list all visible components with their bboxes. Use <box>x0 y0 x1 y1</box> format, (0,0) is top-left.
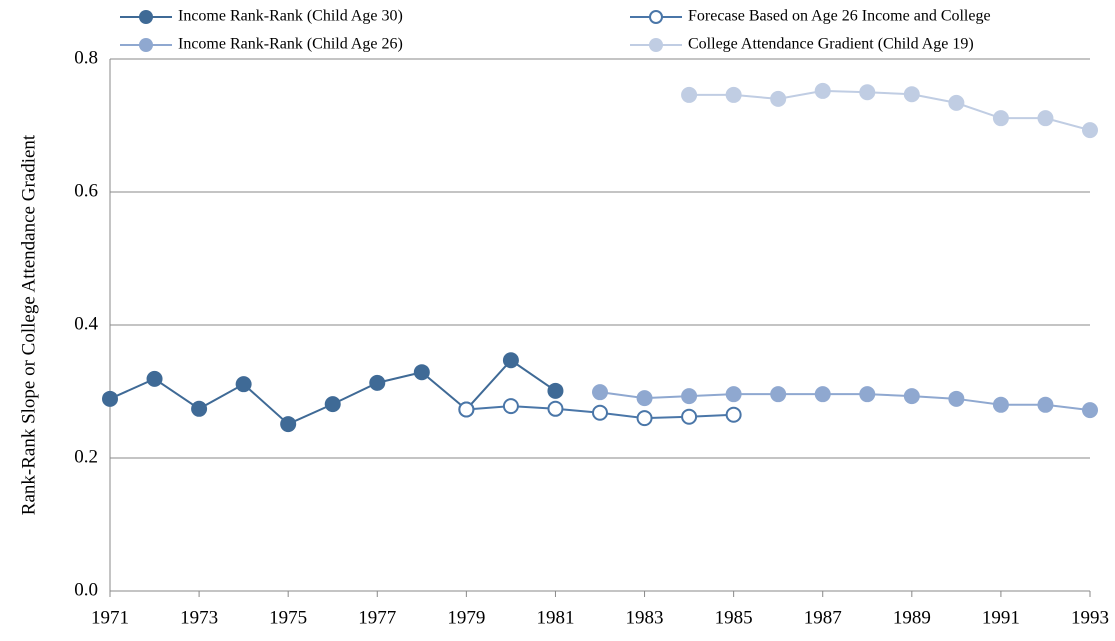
x-tick-label: 1991 <box>982 607 1020 628</box>
y-tick-label: 0.2 <box>74 446 98 467</box>
data-point <box>948 94 965 111</box>
y-tick-label: 0.8 <box>74 47 98 68</box>
data-point <box>502 398 519 415</box>
data-point <box>102 390 118 407</box>
data-point <box>146 370 163 387</box>
x-tick-label: 1975 <box>269 607 307 628</box>
x-tick-label: 1971 <box>91 607 129 628</box>
data-point <box>324 396 341 413</box>
x-tick-label: 1979 <box>447 607 485 628</box>
data-point <box>547 382 564 399</box>
data-point <box>725 406 742 423</box>
data-point <box>859 84 876 101</box>
data-point <box>280 416 297 433</box>
legend-marker <box>649 38 663 52</box>
data-point <box>948 390 965 407</box>
data-point <box>859 386 876 403</box>
data-point <box>1082 122 1098 139</box>
data-point <box>1082 402 1098 419</box>
x-tick-label: 1981 <box>536 607 574 628</box>
x-tick-label: 1987 <box>804 607 842 628</box>
legend-label: Income Rank-Rank (Child Age 30) <box>178 8 403 25</box>
x-tick-label: 1985 <box>715 607 753 628</box>
data-point <box>770 386 787 403</box>
data-point <box>770 90 787 107</box>
data-point <box>592 404 608 421</box>
data-point <box>636 410 653 427</box>
data-point <box>814 82 831 99</box>
data-point <box>547 400 564 417</box>
y-tick-label: 0.6 <box>74 180 98 201</box>
data-point <box>681 86 698 103</box>
data-point <box>369 374 386 391</box>
data-point <box>502 352 519 369</box>
data-point <box>235 376 252 393</box>
y-axis-label: Rank-Rank Slope or College Attendance Gr… <box>18 134 39 515</box>
data-point <box>1037 396 1054 413</box>
data-point <box>814 386 831 403</box>
data-point <box>681 408 698 425</box>
legend-marker <box>649 10 663 24</box>
data-point <box>1037 110 1054 127</box>
data-point <box>592 384 608 401</box>
legend-label: College Attendance Gradient (Child Age 1… <box>688 36 974 53</box>
data-point <box>636 390 653 407</box>
series-line <box>109 358 557 426</box>
y-tick-label: 0.0 <box>74 579 98 600</box>
legend-marker <box>139 10 153 24</box>
data-point <box>903 86 920 103</box>
x-tick-label: 1983 <box>626 607 664 628</box>
data-point <box>903 388 920 405</box>
data-point <box>458 401 475 418</box>
data-point <box>992 110 1009 127</box>
legend-label: Forecase Based on Age 26 Income and Coll… <box>688 8 991 25</box>
legend-marker <box>139 38 153 52</box>
legend-label: Income Rank-Rank (Child Age 26) <box>178 36 403 53</box>
series-line <box>689 89 1091 132</box>
y-tick-label: 0.4 <box>74 313 98 334</box>
x-tick-label: 1993 <box>1071 607 1109 628</box>
data-point <box>413 364 430 381</box>
x-tick-label: 1973 <box>180 607 218 628</box>
x-tick-label: 1989 <box>893 607 931 628</box>
series-line <box>599 391 1091 412</box>
data-point <box>992 396 1009 413</box>
data-point <box>191 400 208 417</box>
data-point <box>681 388 698 405</box>
data-point <box>725 386 742 403</box>
x-tick-label: 1977 <box>358 607 396 628</box>
data-point <box>725 86 742 103</box>
